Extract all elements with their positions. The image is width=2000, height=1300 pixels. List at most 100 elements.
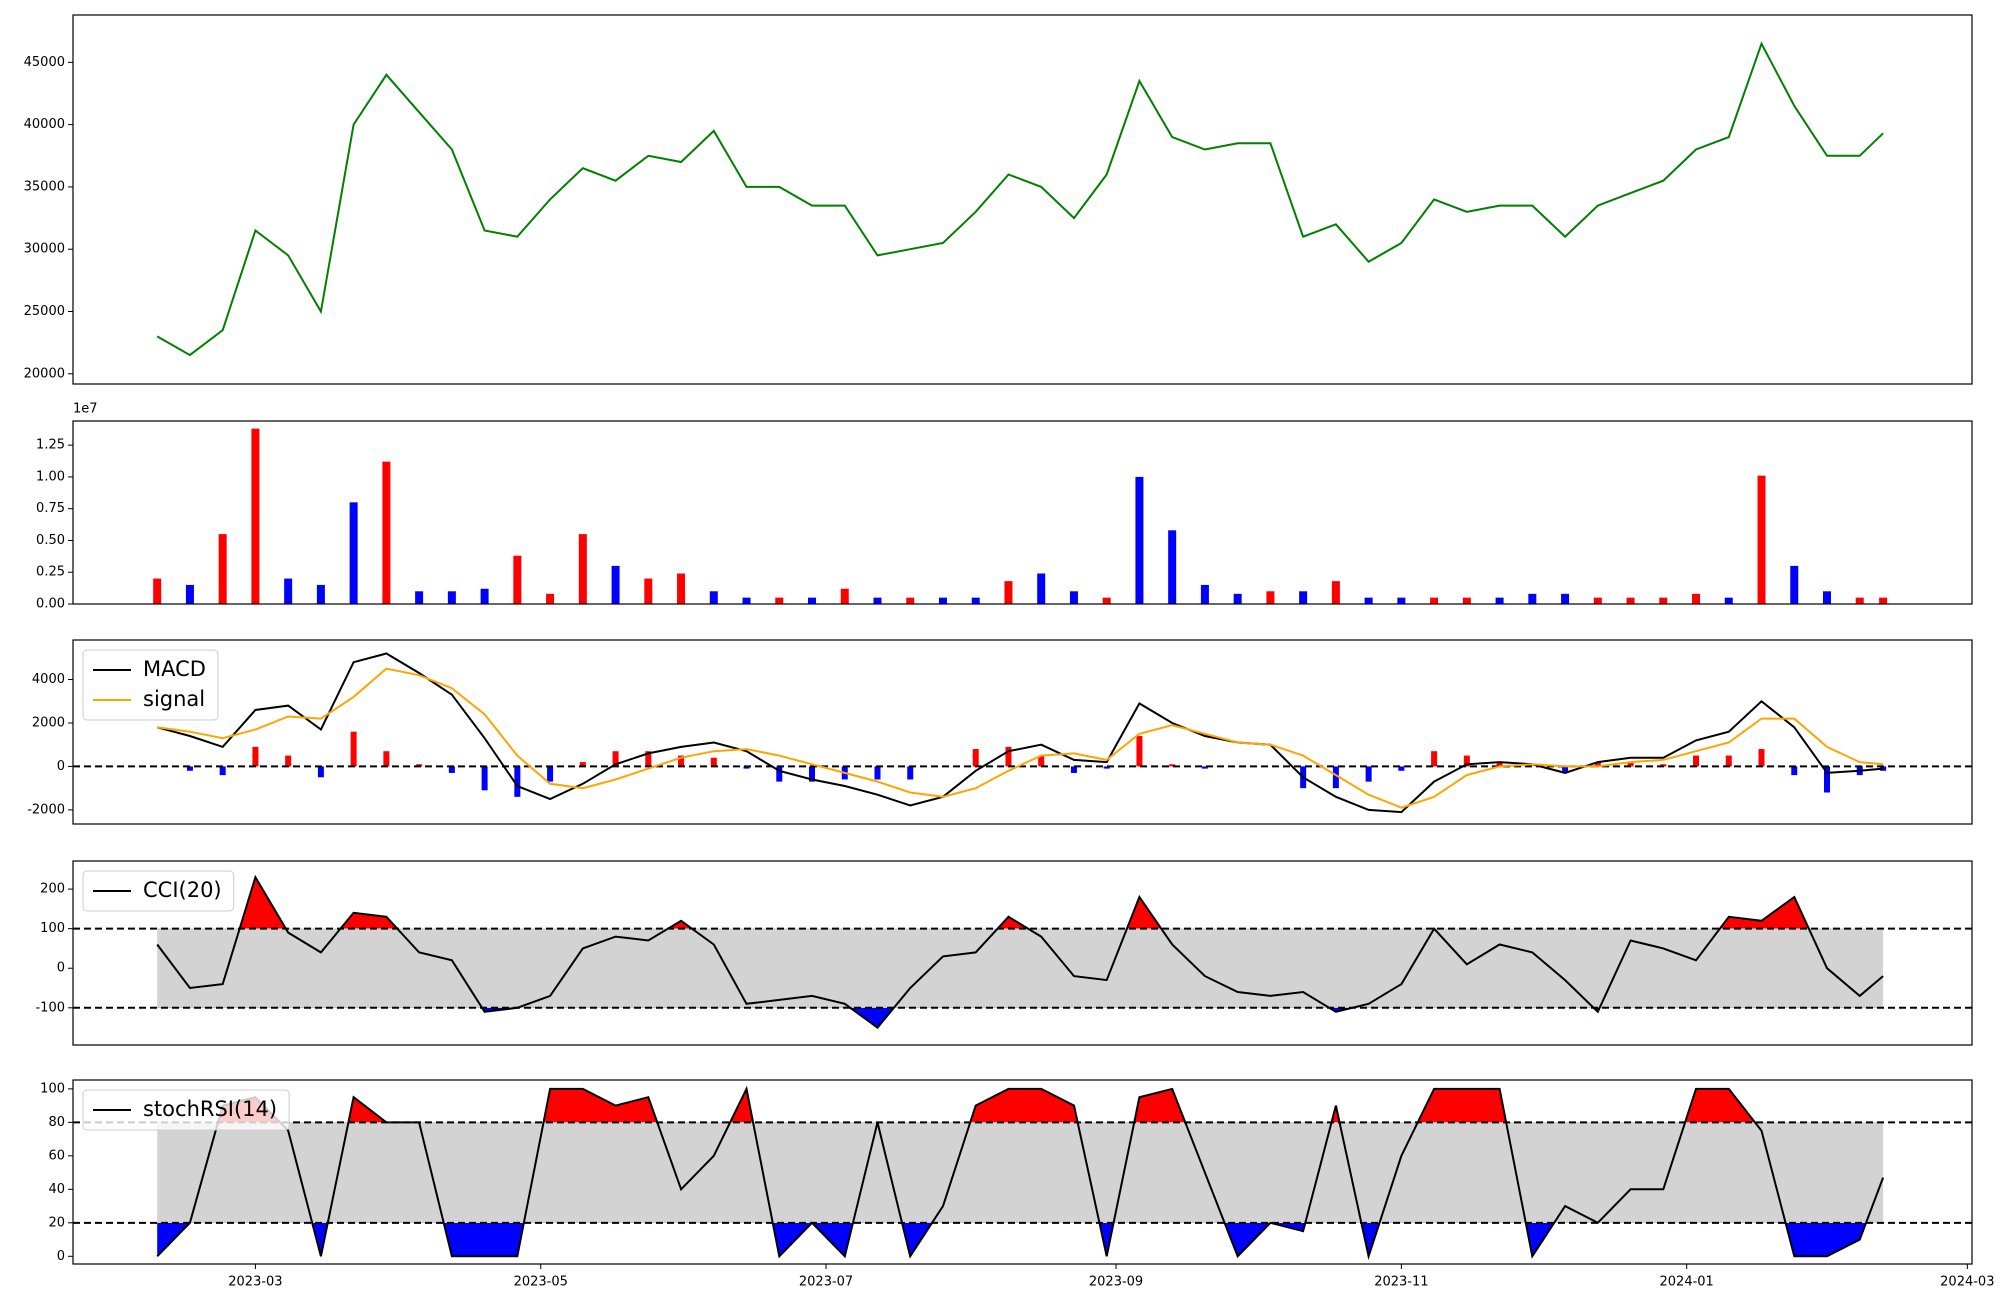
histogram-bar [285,755,292,767]
y-tick-label: 0.25 [36,565,65,580]
y-tick-label: 200 [40,882,65,897]
x-tick-label: 2023-03 [228,1275,282,1290]
histogram-bar [383,751,390,767]
bar [1593,597,1602,604]
y-tick-label: 100 [40,921,65,936]
y-tick-label: 100 [40,1081,65,1096]
histogram-bar [1496,762,1503,767]
bar [284,578,293,604]
bar [1102,597,1111,604]
bar [1855,597,1864,604]
bar [1790,565,1799,604]
x-tick-label: 2024-03 [1940,1275,1994,1290]
series-line [156,652,1884,814]
bar [1069,591,1078,604]
bar [1879,597,1888,604]
histogram-bar [317,766,324,778]
histogram-bar [1201,766,1208,769]
bar [382,461,391,604]
y-tick-label: 2000 [32,715,65,730]
series-line [156,41,1884,357]
bar [1659,597,1668,604]
bar [742,597,751,604]
histogram-bar [1880,766,1887,771]
axes-frame [72,860,1973,1046]
histogram-bar [1791,766,1798,776]
histogram-bar [1070,766,1077,773]
histogram-bar [579,762,586,767]
bar [971,597,980,604]
legend-label: CCI(20) [143,878,222,902]
bar [546,593,555,604]
y-tick-label: 1.00 [36,469,65,484]
bar [1724,597,1733,604]
bar [251,428,260,604]
histogram-bar [186,766,193,771]
histogram-bar [1725,755,1732,767]
bar [1397,597,1406,604]
bar [578,534,587,604]
bar [1299,591,1308,604]
histogram-bar [1103,766,1110,769]
axes-frame [72,639,1973,825]
bar [415,591,424,604]
panel: -2000 0 2000 4000 MACD signal [27,639,1973,825]
x-tick-label: 2023-05 [514,1275,568,1290]
bar [447,591,456,604]
histogram-bar [743,766,750,769]
histogram-bar [1693,755,1700,767]
histogram-bar [1136,736,1143,767]
histogram-bar [547,766,554,782]
histogram-bar [1562,766,1569,773]
legend-box [82,870,235,912]
histogram-bar [481,766,488,791]
histogram-bar [776,766,783,782]
y-tick-label: 40 [48,1182,65,1197]
bar [1430,597,1439,604]
histogram-bar [1431,751,1438,767]
panel: 20000 25000 30000 35000 40000 45000 [24,14,1973,385]
panel: 0 20 40 60 80 100 stochRSI(14) 2023-03 2023-05 20… [40,1079,1994,1290]
bar [316,584,325,604]
x-tick-label: 2023-09 [1089,1275,1143,1290]
bar [808,597,817,604]
bar [709,591,718,604]
series-line [156,1085,1885,1261]
histogram-bar [1660,764,1667,767]
histogram-bar [448,766,455,773]
bar [1823,591,1832,604]
histogram-bar [645,751,652,767]
y-tick-label: 35000 [24,179,65,194]
histogram-bar [678,755,685,767]
bar [1757,475,1766,604]
histogram-bar [416,764,423,767]
bar [1331,581,1340,604]
series-line [157,667,1884,809]
legend-label: stochRSI(14) [143,1097,277,1121]
bar [1462,597,1471,604]
y-tick-label: 30000 [24,242,65,257]
bar [1200,584,1209,604]
bar [644,578,653,604]
bar [1037,573,1046,604]
bar [1626,597,1635,604]
histogram-bar [1398,766,1405,771]
histogram-bar [1038,755,1045,767]
histogram-bar [514,766,521,797]
axes-frame [72,14,1973,385]
y-tick-label: -100 [35,1000,65,1015]
histogram-bar [907,766,914,780]
y-tick-label: 40000 [24,117,65,132]
y-tick-label: 20 [48,1215,65,1230]
oversold-fill [157,1222,1884,1257]
bar [1692,593,1701,604]
bar [1135,476,1144,604]
bar [185,584,194,604]
y-tick-label: 0.50 [36,533,65,548]
histogram-bar [1005,746,1012,767]
legend-label: signal [143,687,205,711]
histogram-bar [612,751,619,767]
histogram-bar [972,749,979,767]
histogram-bar [874,766,881,780]
